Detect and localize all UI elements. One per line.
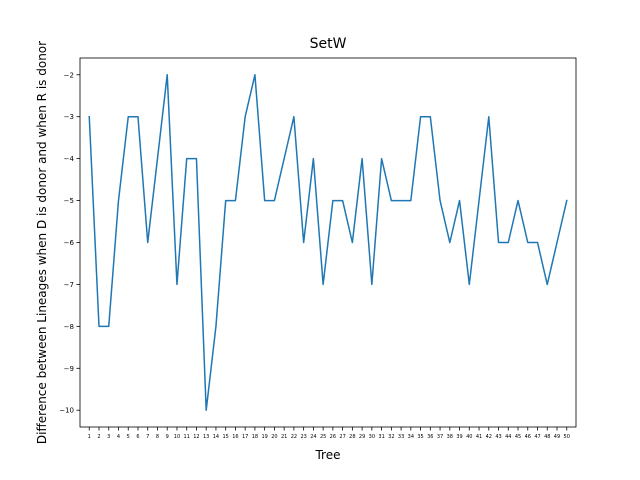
x-tick-label: 21 bbox=[281, 434, 287, 440]
x-tick-label: 34 bbox=[408, 434, 414, 440]
x-tick-label: 47 bbox=[534, 434, 540, 440]
x-tick-label: 14 bbox=[213, 434, 219, 440]
y-axis-label: Difference between Lineages when D is do… bbox=[35, 41, 49, 444]
x-tick-label: 16 bbox=[232, 434, 238, 440]
x-tick-label: 1 bbox=[88, 434, 91, 440]
x-tick-label: 29 bbox=[359, 434, 365, 440]
x-tick-label: 24 bbox=[310, 434, 316, 440]
x-tick-label: 37 bbox=[437, 434, 443, 440]
x-tick-label: 2 bbox=[97, 434, 100, 440]
x-tick-label: 32 bbox=[388, 434, 394, 440]
x-tick-label: 22 bbox=[291, 434, 297, 440]
x-tick-label: 48 bbox=[544, 434, 550, 440]
x-tick-label: 43 bbox=[495, 434, 501, 440]
y-tick-label: −3 bbox=[64, 113, 74, 121]
x-tick-label: 12 bbox=[193, 434, 199, 440]
x-tick-label: 28 bbox=[349, 434, 355, 440]
x-tick-label: 33 bbox=[398, 434, 404, 440]
x-tick-label: 6 bbox=[136, 434, 139, 440]
y-tick-label: −4 bbox=[64, 155, 75, 163]
y-tick-label: −8 bbox=[64, 323, 74, 331]
x-tick-label: 17 bbox=[242, 434, 248, 440]
y-tick-label: −9 bbox=[64, 365, 74, 373]
x-tick-label: 40 bbox=[466, 434, 472, 440]
x-tick-label: 4 bbox=[117, 434, 120, 440]
y-tick-label: −5 bbox=[64, 197, 74, 205]
x-tick-label: 11 bbox=[184, 434, 190, 440]
y-tick-label: −7 bbox=[64, 281, 74, 289]
x-tick-label: 35 bbox=[417, 434, 423, 440]
x-tick-label: 44 bbox=[505, 434, 511, 440]
x-tick-label: 10 bbox=[174, 434, 180, 440]
x-tick-label: 7 bbox=[146, 434, 149, 440]
x-tick-label: 13 bbox=[203, 434, 209, 440]
x-tick-label: 8 bbox=[156, 434, 159, 440]
x-tick-label: 20 bbox=[271, 434, 277, 440]
series-line-1 bbox=[88, 74, 568, 411]
x-tick-label: 49 bbox=[554, 434, 560, 440]
x-tick-label: 39 bbox=[456, 434, 462, 440]
x-tick-label: 36 bbox=[427, 434, 433, 440]
x-axis-label: Tree bbox=[314, 448, 340, 462]
y-tick-label: −6 bbox=[64, 239, 75, 247]
y-tick-label: −2 bbox=[64, 71, 74, 79]
x-tick-label: 5 bbox=[127, 434, 130, 440]
x-tick-label: 27 bbox=[339, 434, 345, 440]
x-tick-label: 46 bbox=[525, 434, 531, 440]
x-tick-label: 19 bbox=[261, 434, 267, 440]
x-tick-label: 41 bbox=[476, 434, 482, 440]
x-tick-label: 26 bbox=[330, 434, 336, 440]
x-tick-label: 42 bbox=[486, 434, 492, 440]
x-tick-label: 45 bbox=[515, 434, 521, 440]
x-tick-label: 31 bbox=[378, 434, 384, 440]
x-tick-label: 50 bbox=[564, 434, 570, 440]
chart-title: SetW bbox=[310, 36, 347, 52]
y-tick-label: −10 bbox=[59, 407, 74, 415]
x-tick-label: 9 bbox=[166, 434, 169, 440]
x-tick-label: 15 bbox=[222, 434, 228, 440]
x-tick-label: 30 bbox=[369, 434, 375, 440]
x-tick-label: 3 bbox=[107, 434, 110, 440]
x-tick-label: 25 bbox=[320, 434, 326, 440]
x-tick-label: 23 bbox=[300, 434, 306, 440]
x-tick-label: 18 bbox=[252, 434, 258, 440]
x-tick-label: 38 bbox=[447, 434, 453, 440]
